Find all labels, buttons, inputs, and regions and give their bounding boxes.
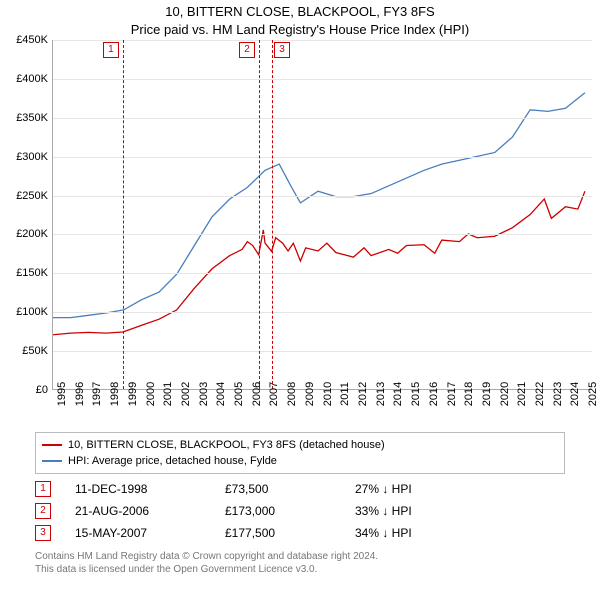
x-tick-label: 2004 (215, 382, 227, 406)
x-tick-label: 2006 (251, 382, 263, 406)
event-date: 11-DEC-1998 (75, 482, 225, 496)
gridline (53, 157, 592, 158)
gridline (53, 79, 592, 80)
y-tick-label: £150K (16, 267, 48, 279)
event-row: 3 15-MAY-2007£177,50034% ↓ HPI (35, 522, 565, 544)
y-tick-label: £0 (36, 384, 48, 396)
chart-container: 10, BITTERN CLOSE, BLACKPOOL, FY3 8FS Pr… (0, 0, 600, 590)
x-tick-label: 2010 (322, 382, 334, 406)
y-tick-label: £350K (16, 112, 48, 124)
footer-line: This data is licensed under the Open Gov… (35, 563, 565, 576)
event-diff: 34% ↓ HPI (355, 526, 412, 540)
event-date: 21-AUG-2006 (75, 504, 225, 518)
chart-area: 1 2 3 £0 £50K £100K £150K £200K £250K £300K £350K… (0, 40, 600, 420)
x-tick-label: 2013 (375, 382, 387, 406)
events-table: 1 11-DEC-1998£73,50027% ↓ HPI 2 21-AUG-2006… (35, 478, 565, 544)
x-tick-label: 2024 (569, 382, 581, 406)
chart-subtitle: Price paid vs. HM Land Registry's House … (0, 22, 600, 37)
event-marker-label: 2 (239, 42, 255, 58)
x-tick-label: 2022 (534, 382, 546, 406)
y-tick-label: £50K (22, 345, 48, 357)
x-tick-label: 2020 (499, 382, 511, 406)
gridline (53, 312, 592, 313)
x-tick-label: 1999 (127, 382, 139, 406)
chart-title: 10, BITTERN CLOSE, BLACKPOOL, FY3 8FS (0, 4, 600, 19)
y-tick-label: £100K (16, 306, 48, 318)
y-tick-label: £250K (16, 190, 48, 202)
event-date: 15-MAY-2007 (75, 526, 225, 540)
y-tick-label: £400K (16, 73, 48, 85)
x-tick-label: 2003 (198, 382, 210, 406)
x-tick-label: 2015 (410, 382, 422, 406)
x-tick-label: 1997 (91, 382, 103, 406)
event-marker-label: 3 (274, 42, 290, 58)
x-tick-label: 2016 (428, 382, 440, 406)
legend-label: HPI: Average price, detached house, Fyld… (68, 455, 277, 467)
gridline (53, 234, 592, 235)
gridline (53, 118, 592, 119)
event-marker-line (123, 40, 124, 389)
x-tick-label: 1995 (56, 382, 68, 406)
event-price: £177,500 (225, 526, 355, 540)
event-number: 1 (35, 481, 51, 497)
gridline (53, 273, 592, 274)
x-tick-label: 2017 (446, 382, 458, 406)
attribution-footer: Contains HM Land Registry data © Crown c… (35, 550, 565, 576)
x-tick-label: 2001 (162, 382, 174, 406)
x-tick-label: 2011 (339, 382, 351, 406)
y-tick-label: £450K (16, 34, 48, 46)
y-tick-label: £300K (16, 151, 48, 163)
line-svg (53, 40, 592, 389)
series-line-hpi (53, 93, 585, 318)
gridline (53, 351, 592, 352)
event-diff: 27% ↓ HPI (355, 482, 412, 496)
event-marker-line (272, 40, 273, 389)
x-tick-label: 2019 (481, 382, 493, 406)
x-tick-label: 2007 (268, 382, 280, 406)
y-tick-label: £200K (16, 228, 48, 240)
x-tick-label: 2023 (552, 382, 564, 406)
legend-label: 10, BITTERN CLOSE, BLACKPOOL, FY3 8FS (d… (68, 439, 385, 451)
legend-swatch (42, 460, 62, 462)
gridline (53, 196, 592, 197)
x-tick-label: 2025 (587, 382, 599, 406)
event-row: 1 11-DEC-1998£73,50027% ↓ HPI (35, 478, 565, 500)
event-marker-label: 1 (103, 42, 119, 58)
event-price: £73,500 (225, 482, 355, 496)
legend-swatch (42, 444, 62, 446)
x-tick-label: 2018 (463, 382, 475, 406)
event-number: 3 (35, 525, 51, 541)
footer-line: Contains HM Land Registry data © Crown c… (35, 550, 565, 563)
x-tick-label: 2005 (233, 382, 245, 406)
x-tick-label: 2000 (145, 382, 157, 406)
event-number: 2 (35, 503, 51, 519)
x-tick-label: 1998 (109, 382, 121, 406)
legend-item: HPI: Average price, detached house, Fyld… (42, 453, 558, 469)
gridline (53, 40, 592, 41)
event-diff: 33% ↓ HPI (355, 504, 412, 518)
event-price: £173,000 (225, 504, 355, 518)
x-tick-label: 2012 (357, 382, 369, 406)
event-row: 2 21-AUG-2006£173,00033% ↓ HPI (35, 500, 565, 522)
event-marker-line (259, 40, 260, 389)
x-tick-label: 2021 (516, 382, 528, 406)
x-tick-label: 1996 (74, 382, 86, 406)
legend-item: 10, BITTERN CLOSE, BLACKPOOL, FY3 8FS (d… (42, 437, 558, 453)
x-tick-label: 2009 (304, 382, 316, 406)
x-tick-label: 2002 (180, 382, 192, 406)
x-tick-label: 2008 (286, 382, 298, 406)
plot-area: 1 2 3 (52, 40, 592, 390)
x-tick-label: 2014 (392, 382, 404, 406)
legend: 10, BITTERN CLOSE, BLACKPOOL, FY3 8FS (d… (35, 432, 565, 474)
